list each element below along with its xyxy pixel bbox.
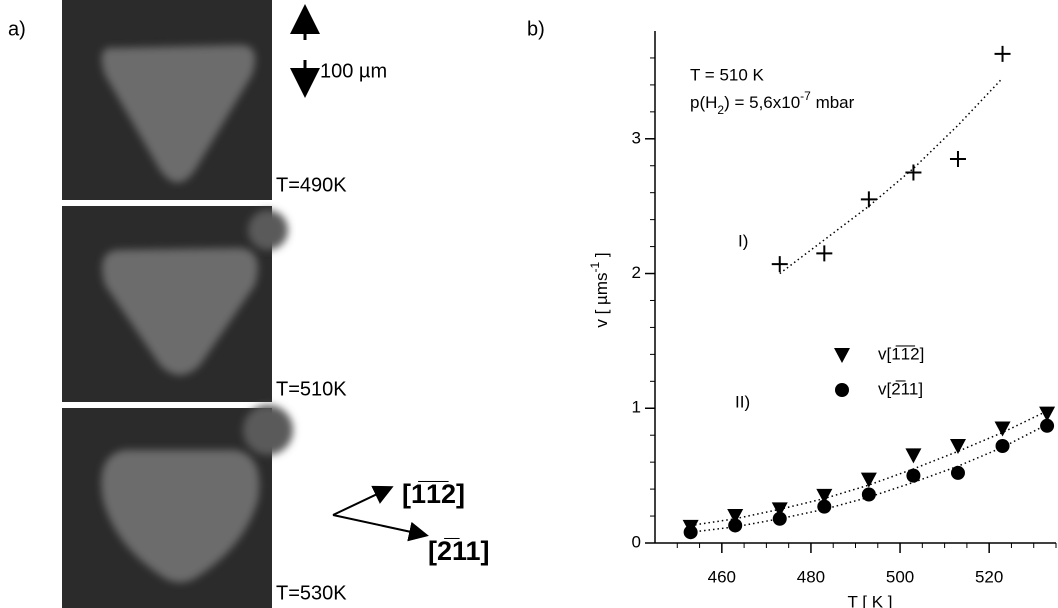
point	[860, 472, 877, 488]
island	[101, 450, 260, 583]
island	[101, 45, 256, 183]
direction-arrow	[332, 514, 429, 542]
point	[861, 487, 876, 502]
annotation: I)	[738, 231, 748, 250]
condition-part: ) = 5,6x10	[724, 93, 800, 112]
y-tick-label: 0	[632, 532, 641, 551]
y-axis-title-part: v [ µms	[592, 272, 611, 327]
annotation: II)	[735, 392, 750, 411]
fit-line	[690, 410, 1048, 527]
temp-label: T=530K	[276, 582, 347, 604]
x-tick-label: 480	[797, 567, 825, 586]
x-tick-label: 520	[975, 567, 1003, 586]
y-axis-title: v [ µms-1 ]	[588, 252, 611, 327]
point	[771, 256, 788, 273]
y-axis-title-part: ]	[592, 252, 611, 261]
y-axis-title-sup: -1	[588, 261, 602, 272]
x-tick-label: 460	[708, 567, 736, 586]
legend-label: v[2̅11]	[878, 379, 923, 398]
temp-label: T=490K	[276, 174, 347, 196]
point	[771, 502, 788, 518]
y-tick-label: 3	[632, 128, 641, 147]
condition: T = 510 K	[690, 65, 765, 84]
point	[772, 511, 787, 526]
point	[727, 509, 744, 525]
point	[906, 468, 921, 483]
neighbour	[248, 210, 288, 250]
legend-marker	[834, 348, 850, 363]
condition-sub: 2	[717, 103, 724, 117]
point	[949, 151, 966, 167]
point	[728, 518, 743, 533]
point	[816, 245, 833, 262]
legend-marker	[835, 383, 849, 397]
panel-label: b)	[527, 18, 545, 40]
legend-label: v[1̅1̅2]	[878, 344, 924, 363]
point	[994, 45, 1011, 62]
y-tick-label: 1	[632, 398, 641, 417]
neighbour	[243, 405, 293, 455]
temp-label: T=510K	[276, 378, 347, 400]
x-tick-label: 500	[886, 567, 914, 586]
direction-arrow	[332, 485, 394, 516]
panel-label: a)	[8, 18, 26, 40]
point	[994, 421, 1011, 437]
island	[102, 248, 258, 375]
direction-label: [1̅1̅2]	[402, 479, 465, 509]
condition-part: p(H	[690, 93, 717, 112]
condition-sup: -7	[800, 89, 811, 103]
point	[860, 191, 877, 208]
direction-label: [2̅11]	[428, 536, 490, 566]
point	[905, 164, 922, 181]
point	[905, 448, 922, 464]
point	[683, 525, 698, 540]
panel-b: b) T [ K ] v [ µms-1 ] T = 510 K p(H2) =…	[527, 18, 1057, 608]
point	[1040, 418, 1055, 433]
point	[950, 465, 965, 480]
fit-line	[779, 77, 1004, 275]
point	[1039, 406, 1056, 422]
scale-label: 100 µm	[320, 60, 387, 82]
y-tick-label: 2	[632, 263, 641, 282]
point	[995, 438, 1010, 453]
point	[816, 488, 833, 504]
point	[817, 499, 832, 514]
fit-line	[690, 423, 1048, 533]
condition-part: mbar	[811, 93, 855, 112]
condition: p(H2) = 5,6x10-7 mbar	[690, 89, 855, 117]
x-axis-title: T [ K ]	[847, 592, 892, 608]
panel-a: a) T=490K T=510K T=530K 100 µm [1̅1̅2] […	[8, 0, 490, 608]
point	[949, 438, 966, 454]
